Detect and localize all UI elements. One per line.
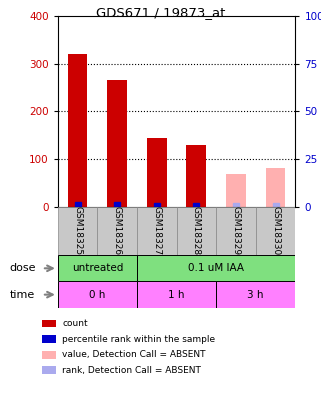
Bar	[137, 281, 216, 308]
Text: untreated: untreated	[72, 263, 123, 273]
Bar	[58, 281, 137, 308]
Text: rank, Detection Call = ABSENT: rank, Detection Call = ABSENT	[62, 366, 201, 375]
Bar	[58, 207, 97, 255]
Text: 0 h: 0 h	[89, 290, 106, 300]
Text: GSM18330: GSM18330	[271, 206, 280, 256]
Bar	[137, 255, 295, 281]
Text: percentile rank within the sample: percentile rank within the sample	[62, 335, 215, 343]
Text: GSM18325: GSM18325	[73, 206, 82, 256]
Bar	[68, 54, 87, 207]
Bar	[216, 281, 295, 308]
Bar	[42, 335, 56, 343]
Bar	[42, 366, 56, 374]
Bar	[97, 207, 137, 255]
Text: value, Detection Call = ABSENT: value, Detection Call = ABSENT	[62, 350, 205, 359]
Bar	[58, 255, 137, 281]
Bar	[42, 320, 56, 327]
Bar	[107, 81, 127, 207]
Bar	[147, 139, 167, 207]
Bar	[216, 207, 256, 255]
Text: 3 h: 3 h	[247, 290, 264, 300]
Text: GDS671 / 19873_at: GDS671 / 19873_at	[96, 6, 225, 19]
Bar	[137, 207, 177, 255]
Text: GSM18326: GSM18326	[113, 206, 122, 256]
Bar	[177, 207, 216, 255]
Text: GSM18327: GSM18327	[152, 206, 161, 256]
Text: GSM18328: GSM18328	[192, 206, 201, 256]
Text: time: time	[10, 290, 35, 300]
Text: dose: dose	[10, 263, 36, 273]
Text: 1 h: 1 h	[168, 290, 185, 300]
Text: GSM18329: GSM18329	[231, 206, 240, 256]
Bar	[226, 174, 246, 207]
Text: count: count	[62, 319, 88, 328]
Bar	[256, 207, 295, 255]
Text: 0.1 uM IAA: 0.1 uM IAA	[188, 263, 244, 273]
Bar	[42, 351, 56, 358]
Bar	[266, 168, 285, 207]
Bar	[187, 145, 206, 207]
